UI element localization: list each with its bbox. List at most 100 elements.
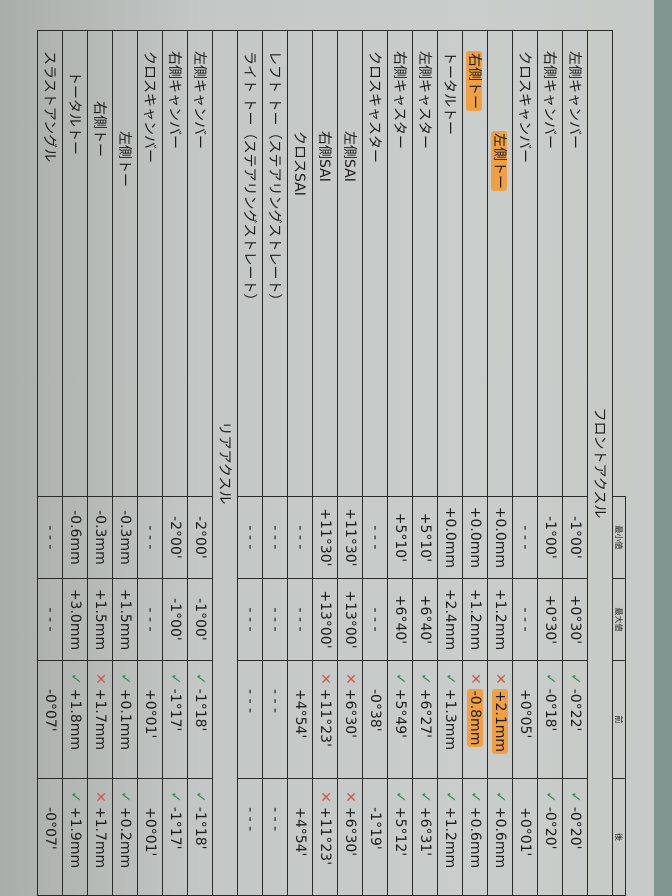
header-spacer — [613, 31, 626, 497]
row-label-cell: 右側トー — [87, 30, 113, 497]
section-title: リアアクスル — [212, 30, 238, 896]
check-icon: ✓ — [567, 791, 583, 803]
table-row: トータルトー -0.6mm +3.0mm ✓ +1.8mm ✓ +1.9mm — [62, 30, 88, 896]
value-before-cell: - - - — [237, 660, 263, 779]
value-min: -1°00' — [537, 496, 563, 579]
value-after-cell: +0°01' — [137, 778, 163, 896]
row-label: ライト トー（ステアリングストレート） — [241, 51, 257, 308]
value-min: - - - — [237, 496, 263, 579]
check-icon: ✓ — [417, 673, 433, 685]
value-after-cell: ✓ +5°12' — [387, 778, 413, 896]
value-after: -0°07' — [42, 807, 58, 850]
check-icon: ✓ — [417, 791, 433, 803]
row-label-cell: 左側トー — [112, 30, 138, 497]
check-icon: ✓ — [192, 791, 208, 803]
table-row: ライト トー（ステアリングストレート） - - -- - -- - -- - - — [237, 30, 263, 896]
value-min: +0.0mm — [487, 496, 513, 579]
value-min: - - - — [512, 496, 538, 579]
value-before-cell: ✓ -0°22' — [562, 660, 588, 779]
row-label: 左側キャンバー — [566, 51, 582, 149]
row-label: トータルトー — [441, 51, 457, 135]
check-icon: ✓ — [392, 673, 408, 685]
check-icon: ✓ — [167, 791, 183, 803]
value-min: -0.3mm — [87, 496, 113, 579]
value-max: - - - — [287, 578, 313, 661]
value-after-cell: ✕ +1.7mm — [87, 778, 113, 896]
value-max: +13°00' — [337, 578, 363, 661]
row-label-cell: クロスSAI — [287, 30, 313, 497]
row-label-cell: ライト トー（ステアリングストレート） — [237, 30, 263, 497]
value-before: +6°30' — [342, 688, 358, 739]
value-min: -0.3mm — [112, 496, 138, 579]
value-after: +1.9mm — [67, 806, 83, 869]
table-row: 右側トー -0.3mm +1.5mm ✕ +1.7mm ✕ +1.7mm — [87, 30, 113, 896]
value-after-cell: ✕ +11°23' — [312, 778, 338, 896]
value-before-cell: ✓ +6°27' — [412, 660, 438, 779]
value-before: -1°17' — [167, 688, 183, 732]
value-before-cell: ✕ +11°23' — [312, 660, 338, 779]
section-title: フロントアクスル — [587, 30, 613, 896]
row-label-cell: 左側キャンバー — [562, 30, 588, 497]
value-before-cell: ✓ +1.3mm — [437, 660, 463, 779]
row-label: 右側トー — [91, 101, 107, 157]
value-after-cell: - - - — [262, 778, 288, 896]
value-before-cell: ✕ +2.1mm — [487, 660, 513, 779]
row-label: 右側キャスター — [391, 51, 407, 149]
table-row: 左側トー -0.3mm +1.5mm ✓ +0.1mm ✓ +0.2mm — [112, 30, 138, 896]
value-before: +5°49' — [392, 688, 408, 739]
value-max: +0°30' — [562, 578, 588, 661]
table-row: 右側SAI +11°30' +13°00' ✕ +11°23' ✕ +11°23' — [312, 30, 338, 896]
check-icon: ✓ — [167, 673, 183, 685]
value-before-cell: ✓ +1.8mm — [62, 660, 88, 779]
cross-icon: ✕ — [317, 673, 333, 685]
row-label: レフト トー（ステアリングストレート） — [266, 51, 282, 308]
table-row: 右側キャンバー -1°00' +0°30' ✓ -0°18' ✓ -0°20' — [537, 30, 563, 896]
value-before: -0°07' — [42, 689, 58, 732]
table-row: 右側キャスター +5°10' +6°40' ✓ +5°49' ✓ +5°12' — [387, 30, 413, 896]
value-min: +11°30' — [337, 496, 363, 579]
value-before: -0°18' — [542, 688, 558, 732]
value-before-cell: ✕ +6°30' — [337, 660, 363, 779]
section-header-row: リアアクスル — [212, 30, 238, 896]
row-label-cell: 左側SAI — [337, 30, 363, 497]
value-after: -1°19' — [367, 807, 383, 850]
cross-icon: ✕ — [492, 673, 508, 685]
header-after: 後 — [612, 778, 626, 896]
value-max: +1.2mm — [462, 578, 488, 661]
value-after-cell: ✓ +0.2mm — [112, 778, 138, 896]
row-label-cell: 右側キャンバー — [162, 30, 188, 497]
row-label: 右側キャンバー — [166, 51, 182, 149]
value-after-cell: -1°19' — [362, 778, 388, 896]
header-before: 前 — [612, 660, 626, 779]
check-icon: ✓ — [467, 791, 483, 803]
header-row: 最小値 最大値 前 後 — [612, 31, 626, 896]
value-after-cell: ✓ -1°17' — [162, 778, 188, 896]
row-label-cell: 左側キャンバー — [187, 30, 213, 497]
value-before: -0.8mm — [467, 688, 483, 748]
value-max: - - - — [137, 578, 163, 661]
table-row: クロスキャンバー - - -- - - +0°01' +0°01' — [137, 30, 163, 896]
check-icon: ✓ — [67, 791, 83, 803]
value-min: -2°00' — [162, 496, 188, 579]
row-label-cell: 左側トー — [487, 30, 513, 497]
value-before-cell: +0°01' — [137, 660, 163, 779]
value-before: +1.8mm — [67, 688, 83, 751]
value-before: +11°23' — [317, 688, 333, 747]
cross-icon: ✕ — [92, 673, 108, 685]
table-row: クロスSAI - - -- - - +4°54' +4°54' — [287, 30, 313, 896]
table-row: 左側トー +0.0mm +1.2mm ✕ +2.1mm ✓ +0.6mm — [487, 30, 513, 896]
value-min: - - - — [287, 496, 313, 579]
value-before-cell: - - - — [262, 660, 288, 779]
value-after: - - - — [267, 807, 283, 832]
value-before: - - - — [242, 689, 258, 714]
value-after: -1°18' — [192, 806, 208, 850]
value-max: +0°30' — [537, 578, 563, 661]
value-before: +1.7mm — [92, 688, 108, 751]
value-min: +5°10' — [387, 496, 413, 579]
value-max: +6°40' — [412, 578, 438, 661]
row-label-cell: 右側トー — [462, 30, 488, 497]
table-row: 左側キャンバー -2°00' -1°00' ✓ -1°18' ✓ -1°18' — [187, 30, 213, 896]
row-label-cell: クロスキャンバー — [512, 30, 538, 497]
row-label: 左側トー — [116, 131, 132, 187]
